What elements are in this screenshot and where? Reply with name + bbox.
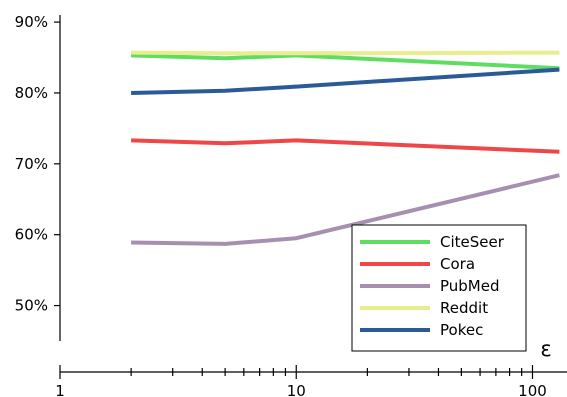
series-line-pokec — [131, 67, 560, 95]
x-tick-label: 10 — [287, 382, 306, 397]
x-tick-label: 1 — [55, 382, 65, 397]
y-tick-label: 90% — [15, 13, 48, 31]
series-line-cora — [131, 138, 560, 154]
y-tick-label: 50% — [15, 297, 48, 315]
x-ticks: 1 10 100 — [55, 365, 547, 397]
x-axis-title: ε — [540, 337, 551, 361]
y-tick-label: 80% — [15, 84, 48, 102]
legend-label-pubmed: PubMed — [440, 277, 500, 295]
x-tick-label: 100 — [518, 382, 547, 397]
legend: CiteSeer Cora PubMed Reddit Pokec — [351, 224, 527, 352]
y-ticks: 50% 60% 70% 80% 90% — [15, 13, 60, 315]
y-tick-label: 60% — [15, 226, 48, 244]
legend-label-cora: Cora — [440, 255, 475, 273]
legend-label-pokec: Pokec — [440, 321, 483, 339]
chart-axes — [59, 15, 567, 373]
series-line-citeseer — [131, 53, 560, 71]
y-tick-label: 70% — [15, 155, 48, 173]
series-line-reddit — [131, 50, 560, 56]
legend-label-reddit: Reddit — [440, 299, 488, 317]
legend-label-citeseer: CiteSeer — [440, 233, 505, 251]
series-lines — [131, 50, 560, 246]
legend-items: CiteSeer Cora PubMed Reddit Pokec — [360, 233, 505, 339]
series-line-pubmed — [131, 173, 560, 246]
